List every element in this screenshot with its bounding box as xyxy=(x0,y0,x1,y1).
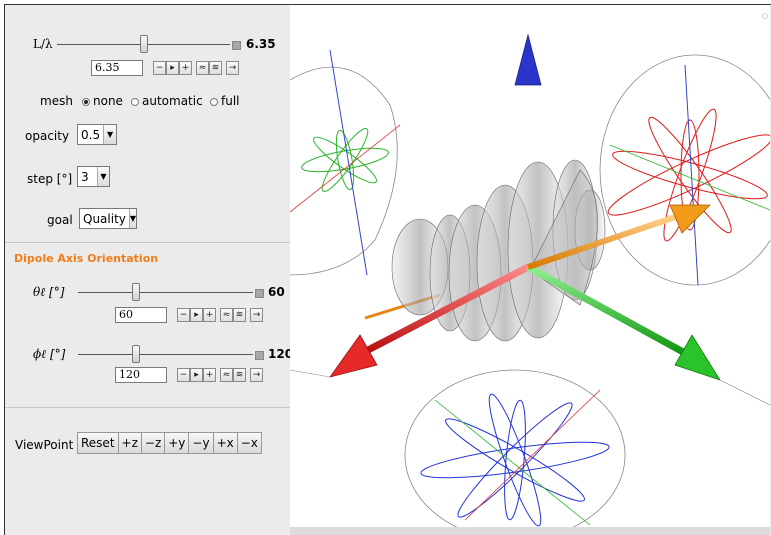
radiation-shells xyxy=(391,159,606,342)
step-back-button[interactable]: − xyxy=(153,61,166,75)
x-axis-shaft xyxy=(366,263,530,354)
control-panel xyxy=(5,5,290,534)
dipole-axis-arrow xyxy=(669,204,711,234)
goal-label: goal xyxy=(47,213,73,227)
projection-pattern-left xyxy=(301,128,389,192)
length-slider[interactable] xyxy=(57,35,230,53)
slider-thumb[interactable] xyxy=(131,345,140,363)
step-select[interactable]: 3 ▼ xyxy=(77,166,110,187)
3d-graphics-view[interactable] xyxy=(289,5,771,535)
slower-button[interactable]: ≋ xyxy=(233,368,246,382)
phi-input[interactable]: 120 xyxy=(115,367,167,383)
slider-track xyxy=(78,292,253,293)
dipole-axis-shaft xyxy=(527,214,676,270)
projection-disc-left xyxy=(289,66,398,276)
collapse-icon[interactable] xyxy=(232,41,241,50)
mesh-label: mesh xyxy=(40,94,73,108)
view-minus-y-button[interactable]: −y xyxy=(188,432,214,454)
faster-button[interactable]: ≈ xyxy=(196,61,209,75)
radiation-pattern-graphic xyxy=(289,33,771,535)
projection-axis-line xyxy=(684,64,699,286)
section-title: Dipole Axis Orientation xyxy=(14,252,159,265)
goal-select[interactable]: Quality ▼ xyxy=(79,208,137,229)
chevron-down-icon: ▼ xyxy=(128,209,137,228)
projection-pattern-bottom xyxy=(420,393,610,527)
resize-icon[interactable]: ○ xyxy=(762,12,769,20)
step-label: step [°] xyxy=(27,172,73,186)
viewpoint-label: ViewPoint xyxy=(15,438,74,452)
play-button[interactable]: ▸ xyxy=(190,368,203,382)
slower-button[interactable]: ≋ xyxy=(233,308,246,322)
projection-axis-line xyxy=(609,144,771,211)
projection-axis-line xyxy=(464,389,601,521)
projection-axis-line xyxy=(434,399,591,526)
view-plus-y-button[interactable]: +y xyxy=(164,432,190,454)
slower-button[interactable]: ≋ xyxy=(209,61,222,75)
slider-thumb[interactable] xyxy=(139,35,148,53)
theta-value: 60 xyxy=(268,285,285,299)
theta-animation-controls: − ▸ + ≈ ≋ → xyxy=(177,308,263,322)
reset-view-button[interactable]: Reset xyxy=(77,432,119,454)
faster-button[interactable]: ≈ xyxy=(220,368,233,382)
play-button[interactable]: ▸ xyxy=(190,308,203,322)
projection-disc-bottom xyxy=(404,369,626,535)
length-input[interactable]: 6.35 xyxy=(91,60,143,76)
phi-animation-controls: − ▸ + ≈ ≋ → xyxy=(177,368,263,382)
theta-label: θℓ [°] xyxy=(33,285,65,299)
length-animation-controls: − ▸ + ≈ ≋ → xyxy=(153,61,239,75)
direction-button[interactable]: → xyxy=(250,308,263,322)
opacity-label: opacity xyxy=(25,129,70,143)
view-minus-x-button[interactable]: −x xyxy=(236,432,262,454)
step-forward-button[interactable]: + xyxy=(203,308,216,322)
length-label: L/λ xyxy=(33,37,53,51)
theta-slider[interactable] xyxy=(78,283,253,301)
step-back-button[interactable]: − xyxy=(177,308,190,322)
x-axis-arrow xyxy=(329,334,378,378)
guide-line xyxy=(289,369,331,378)
viewpoint-buttons: Reset +z −z +y −y +x −x xyxy=(77,432,262,454)
phi-value: 120 xyxy=(268,347,294,361)
theta-input[interactable]: 60 xyxy=(115,307,167,323)
play-button[interactable]: ▸ xyxy=(166,61,179,75)
projection-disc-right xyxy=(599,54,771,286)
faster-button[interactable]: ≈ xyxy=(220,308,233,322)
view-plus-x-button[interactable]: +x xyxy=(212,432,238,454)
direction-button[interactable]: → xyxy=(226,61,239,75)
direction-button[interactable]: → xyxy=(250,368,263,382)
radio-icon xyxy=(210,98,218,106)
step-forward-button[interactable]: + xyxy=(203,368,216,382)
radio-icon xyxy=(82,98,90,106)
mesh-option-full[interactable]: full xyxy=(210,94,240,108)
guide-line xyxy=(719,379,771,406)
y-axis-shaft xyxy=(526,263,687,357)
divider xyxy=(5,407,290,408)
mesh-option-automatic[interactable]: automatic xyxy=(131,94,203,108)
chevron-down-icon: ▼ xyxy=(103,125,116,144)
phi-slider[interactable] xyxy=(78,345,253,363)
collapse-icon[interactable] xyxy=(255,289,264,298)
projection-axis-line xyxy=(289,124,401,213)
projection-pattern-right xyxy=(607,108,771,242)
step-forward-button[interactable]: + xyxy=(179,61,192,75)
y-axis-arrow xyxy=(674,334,721,381)
length-value: 6.35 xyxy=(246,37,276,51)
radio-icon xyxy=(131,98,139,106)
view-minus-z-button[interactable]: −z xyxy=(140,432,166,454)
collapse-icon[interactable] xyxy=(255,351,264,360)
projection-axis-line xyxy=(329,49,368,276)
slider-track xyxy=(78,354,253,355)
divider xyxy=(5,242,290,243)
z-axis-arrow xyxy=(514,33,542,86)
mesh-option-none[interactable]: none xyxy=(82,94,123,108)
slider-thumb[interactable] xyxy=(131,283,140,301)
phi-label: ϕℓ [°] xyxy=(33,347,66,361)
opacity-select[interactable]: 0.5 ▼ xyxy=(77,124,117,145)
view-plus-z-button[interactable]: +z xyxy=(117,432,142,454)
step-back-button[interactable]: − xyxy=(177,368,190,382)
chevron-down-icon: ▼ xyxy=(96,167,109,186)
view-bottom-bar xyxy=(290,527,770,535)
